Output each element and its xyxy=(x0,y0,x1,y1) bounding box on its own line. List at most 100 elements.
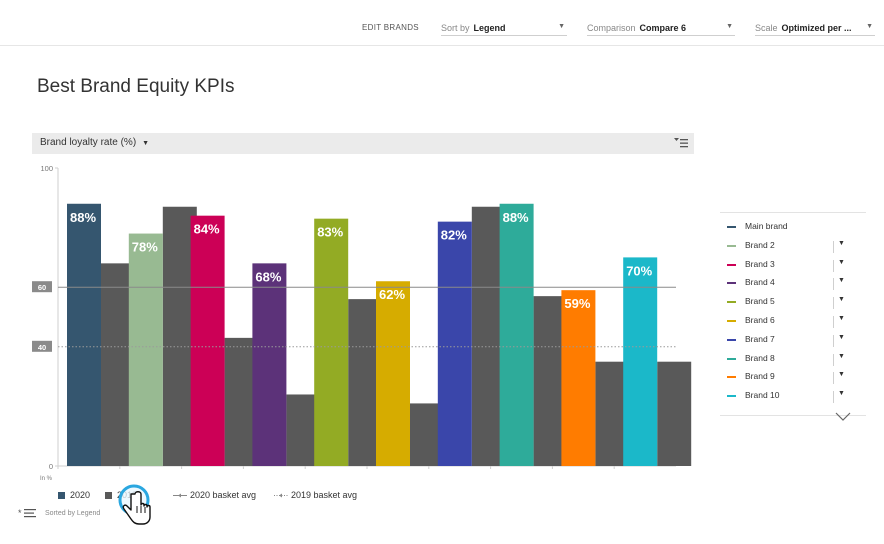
bar-2020 xyxy=(252,263,287,466)
sort-by-dropdown[interactable]: Sort by Legend ▼ xyxy=(441,20,567,36)
caret-down-icon[interactable]: ▼ xyxy=(838,277,845,285)
divider xyxy=(833,278,834,291)
avg-value-badge xyxy=(32,281,52,293)
edit-brands-button[interactable]: EDIT BRANDS xyxy=(362,23,419,32)
legend-item[interactable]: Brand 10 ▼ xyxy=(720,387,866,405)
metric-dropdown[interactable]: Brand loyalty rate (%) ▼ xyxy=(40,137,149,148)
divider xyxy=(833,240,834,253)
legend-item[interactable]: Main brand xyxy=(720,218,866,236)
bar-data-label: 59% xyxy=(564,296,590,311)
bar-data-label: 70% xyxy=(626,263,652,278)
sort-by-value: Legend xyxy=(473,22,506,33)
caret-down-icon[interactable]: ▼ xyxy=(838,371,845,379)
legend-2020-basket-avg[interactable]: 2020 basket avg xyxy=(173,490,256,500)
divider xyxy=(833,297,834,310)
legend-2020-avg-label: 2020 basket avg xyxy=(190,490,257,500)
legend-2019-label: 2019 xyxy=(117,490,138,500)
caret-down-icon[interactable]: ▼ xyxy=(838,390,845,398)
legend-2019-basket-avg[interactable]: 2019 basket avg xyxy=(274,490,357,500)
y-tick-label: 0 xyxy=(49,462,53,471)
bar-data-label: 84% xyxy=(194,222,220,237)
legend-item-label: Brand 10 xyxy=(745,390,780,401)
divider xyxy=(833,391,834,404)
comparison-label: Comparison xyxy=(587,22,636,33)
legend-item-label: Brand 8 xyxy=(745,352,775,363)
bar-2020 xyxy=(499,203,534,466)
filter-sort-icon[interactable] xyxy=(674,137,688,149)
legend-item[interactable]: Brand 9 ▼ xyxy=(720,368,866,386)
bar-2020 xyxy=(128,233,163,466)
legend-item[interactable]: Brand 7 ▼ xyxy=(720,331,866,349)
comparison-value: Compare 6 xyxy=(639,22,687,33)
legend-item[interactable]: Brand 4 ▼ xyxy=(720,274,866,292)
color-swatch xyxy=(727,301,736,304)
color-swatch xyxy=(727,357,736,360)
caret-down-icon: ▼ xyxy=(866,23,873,30)
bar-2020 xyxy=(376,281,410,466)
caret-down-icon: ▼ xyxy=(726,23,733,30)
scale-label: Scale xyxy=(755,22,778,33)
bar-data-label: 88% xyxy=(70,210,96,225)
metric-label: Brand loyalty rate (%) xyxy=(40,137,137,148)
caret-down-icon[interactable]: ▼ xyxy=(838,296,845,304)
chart-header-bar: Brand loyalty rate (%) ▼ xyxy=(32,133,694,154)
caret-down-icon: ▼ xyxy=(558,23,565,30)
bar-data-label: 78% xyxy=(132,240,158,255)
legend-item[interactable]: Brand 8 ▼ xyxy=(720,350,866,368)
sort-by-label: Sort by xyxy=(441,22,470,33)
legend-item-label: Brand 5 xyxy=(745,296,775,307)
caret-down-icon: ▼ xyxy=(142,140,150,147)
caret-down-icon[interactable]: ▼ xyxy=(838,315,845,322)
legend-item-label: Brand 6 xyxy=(745,315,775,325)
bar-data-label: 88% xyxy=(503,210,529,225)
caret-down-icon[interactable]: ▼ xyxy=(838,352,845,360)
bar-2020 xyxy=(623,257,658,466)
color-swatch xyxy=(727,282,736,285)
y-tick-label: 100 xyxy=(40,164,53,173)
bar-2020 xyxy=(314,218,349,466)
bar-2019 xyxy=(657,361,692,466)
chevron-down-icon[interactable] xyxy=(835,410,851,422)
legend-item[interactable]: Brand 5 ▼ xyxy=(720,293,866,311)
bar-data-label: 62% xyxy=(379,287,405,302)
unit-label: In % xyxy=(40,476,53,482)
caret-down-icon[interactable]: ▼ xyxy=(838,239,845,247)
color-swatch xyxy=(727,395,736,398)
comparison-dropdown[interactable]: Comparison Compare 6 ▼ xyxy=(587,20,735,36)
legend-item-label: Brand 3 xyxy=(745,258,775,269)
svg-text:*: * xyxy=(18,508,22,518)
page-title: Best Brand Equity KPIs xyxy=(37,76,235,97)
legend-item[interactable]: Brand 6 ▼ xyxy=(720,312,866,330)
color-swatch xyxy=(727,263,736,266)
legend-item[interactable]: Brand 2 ▼ xyxy=(720,237,866,255)
avg-line-icon xyxy=(173,493,187,497)
avg-value-badge xyxy=(32,340,52,352)
bar-data-label: 82% xyxy=(441,228,467,243)
divider xyxy=(833,372,834,385)
bar-data-label: 83% xyxy=(317,225,343,240)
color-swatch xyxy=(727,244,736,247)
sort-list-icon: * xyxy=(18,508,36,518)
legend-item[interactable]: Brand 3 ▼ xyxy=(720,256,866,274)
divider xyxy=(833,353,834,366)
color-swatch xyxy=(727,320,736,322)
legend-item-label: Brand 7 xyxy=(745,333,775,344)
caret-down-icon[interactable]: ▼ xyxy=(838,258,845,266)
legend-item-label: Brand 4 xyxy=(745,277,775,288)
caret-down-icon[interactable]: ▼ xyxy=(838,333,845,341)
divider xyxy=(833,259,834,272)
sorted-indicator: * Sorted by Legend xyxy=(18,508,100,518)
scale-dropdown[interactable]: Scale Optimized per ... ▼ xyxy=(755,20,875,36)
bar-2020 xyxy=(561,290,596,466)
sorted-label: Sorted by Legend xyxy=(45,509,101,517)
legend-2020[interactable]: 2020 xyxy=(58,490,90,500)
divider xyxy=(833,334,834,347)
legend-item-label: Brand 2 xyxy=(745,239,775,250)
bar-2020 xyxy=(190,215,225,466)
avg-dotted-line-icon xyxy=(274,493,288,497)
color-swatch xyxy=(727,338,736,341)
legend-2019[interactable]: 2019 xyxy=(105,490,137,500)
scale-value: Optimized per ... xyxy=(781,22,852,33)
legend-item-label: Main brand xyxy=(745,221,788,231)
color-swatch xyxy=(727,376,736,379)
